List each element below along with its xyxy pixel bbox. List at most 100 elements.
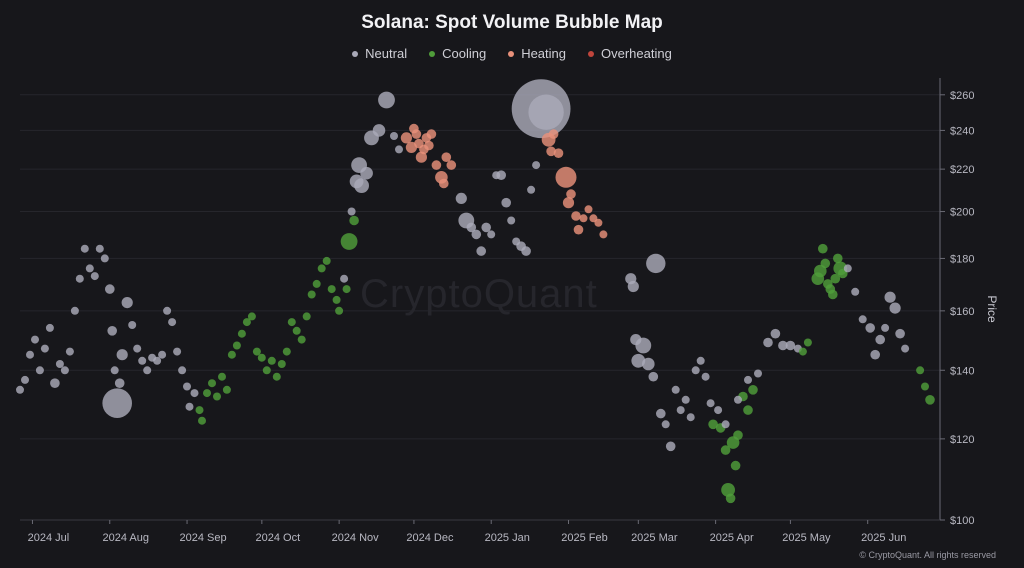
bubble-neutral [701,372,710,381]
legend-item-cooling[interactable]: Cooling [429,46,486,61]
bubble-heating [441,152,452,162]
bubble-neutral [340,274,349,283]
bubble-cooling [725,493,736,504]
x-tick-label: 2025 Feb [561,532,607,544]
bubble-neutral [884,291,896,303]
bubble-neutral [676,406,685,415]
bubble-neutral [754,369,762,378]
bubble-neutral [686,413,695,422]
bubble-neutral [696,356,705,365]
bubble-cooling [208,379,216,388]
bubble-heating [439,178,449,189]
bubble-neutral [360,166,373,180]
bubble-neutral [648,371,659,382]
bubble-neutral [100,254,109,263]
bubble-neutral [153,356,162,365]
bubble-heating [562,197,575,209]
bubble-neutral [665,441,676,452]
x-tick-label: 2025 Jan [485,532,530,544]
bubble-neutral [105,284,115,294]
bubble-neutral [102,388,132,419]
bubble-neutral [691,366,700,375]
bubble-neutral [158,350,167,359]
bubble-neutral [501,197,512,208]
y-tick-label: $180 [950,253,974,265]
bubble-heating [400,132,412,144]
bubble-heating [415,151,427,163]
bubble-neutral [521,246,531,256]
y-tick-label: $220 [950,164,974,176]
bubble-cooling [743,405,753,415]
x-tick-label: 2024 Oct [256,532,301,544]
bubble-neutral [895,328,905,339]
bubble-neutral [173,347,182,356]
bubble-cooling [257,353,266,362]
bubble-neutral [681,395,690,404]
bubble-heating [446,160,457,170]
x-tick-label: 2024 Sep [179,532,226,544]
bubble-neutral [65,347,74,356]
bubble-cooling [814,264,827,278]
bubble-cooling [798,347,807,356]
bubble-heating [594,218,603,227]
bubble-neutral [178,366,187,375]
bubble-neutral [646,253,666,274]
bubble-cooling [720,445,731,455]
bubble-neutral [671,385,680,394]
bubble-heating [431,160,442,170]
bubble-cooling [292,326,301,335]
bubble-neutral [851,287,860,296]
y-tick-label: $200 [950,207,974,219]
bubble-cooling [267,356,276,365]
bubble-neutral [507,216,516,225]
bubble-cooling [803,338,812,347]
bubble-neutral [70,306,79,315]
bubble-cooling [252,347,261,356]
bubble-cooling [730,460,741,471]
x-tick-label: 2024 Nov [332,532,380,544]
bubble-cooling [312,279,321,288]
legend-dot-cooling [429,50,436,57]
bubble-neutral [349,174,364,189]
bubble-cooling [272,372,281,381]
bubble-cooling [222,385,231,394]
bubble-cooling [332,295,341,304]
bubble-neutral [55,360,64,368]
bubble-neutral [527,185,536,194]
bubble-neutral [75,274,84,283]
bubble-neutral [168,318,177,327]
bubble-heating [405,141,417,153]
bubble-neutral [487,230,496,239]
y-tick-label: $240 [950,125,974,137]
bubble-neutral [21,375,29,384]
legend-item-overheating[interactable]: Overheating [588,46,672,61]
bubble-neutral [40,344,49,353]
bubble-neutral [90,272,99,281]
legend-item-neutral[interactable]: Neutral [352,46,407,61]
bubble-neutral [455,192,467,204]
copyright-credit: © CryptoQuant. All rights reserved [859,550,996,560]
bubble-cooling [733,430,743,441]
bubble-neutral [875,334,885,345]
bubble-cooling [237,329,246,338]
bubble-neutral [770,328,781,339]
bubble-neutral [16,385,24,394]
bubble-heating [599,230,608,239]
bubble-cooling [195,406,204,415]
bubble-cooling [262,366,271,375]
bubble-layer [16,79,935,504]
bubble-neutral [785,340,796,351]
x-tick-label: 2025 Apr [710,532,754,544]
bubble-heating [573,224,584,235]
bubble-neutral [116,349,128,361]
bubble-cooling [232,341,241,350]
legend-label-neutral: Neutral [365,46,408,61]
bubble-neutral [512,237,521,246]
bubble-neutral [721,420,730,429]
bubble-neutral [133,344,142,353]
legend-item-heating[interactable]: Heating [508,46,566,61]
bubble-neutral [843,264,852,273]
axis-layer: $100 $120 $140 $160 $180 $200 $220 $240 $260 2024… [20,78,999,544]
